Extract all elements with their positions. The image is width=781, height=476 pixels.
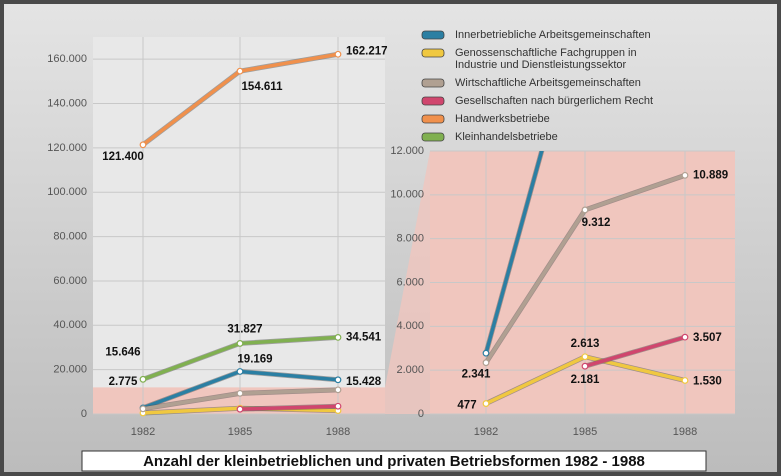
y-tick-label: 10.000 xyxy=(390,189,424,201)
value-label: 9.312 xyxy=(582,217,611,229)
point xyxy=(236,389,244,397)
legend-swatch xyxy=(421,30,445,40)
legend-label: Innerbetriebliche Arbeitsgemeinschaften xyxy=(455,29,651,41)
legend-label: Genossenschaftliche Fachgruppen in Indust… xyxy=(455,47,637,71)
value-label: 15.428 xyxy=(346,376,382,388)
point xyxy=(681,333,689,341)
y-tick-label: 160.000 xyxy=(47,53,87,65)
legend-swatch xyxy=(421,96,445,106)
zoom-connector xyxy=(385,151,430,414)
point xyxy=(236,368,244,375)
x-tick-label: 1988 xyxy=(673,426,697,438)
value-label: 2.613 xyxy=(571,338,600,350)
value-label: 121.400 xyxy=(102,151,144,163)
point xyxy=(236,67,244,75)
x-tick-label: 1985 xyxy=(228,426,252,438)
y-tick-label: 80.000 xyxy=(53,230,87,242)
point xyxy=(334,50,342,58)
y-tick-label: 12.000 xyxy=(390,145,424,157)
series-group xyxy=(482,151,689,407)
y-tick-label: 6.000 xyxy=(396,276,424,288)
y-tick-label: 0 xyxy=(418,408,424,420)
value-label: 15.646 xyxy=(105,346,140,358)
series-line xyxy=(584,335,686,368)
point xyxy=(139,405,147,413)
y-tick-label: 40.000 xyxy=(53,319,87,331)
y-tick-label: 60.000 xyxy=(53,275,87,287)
point xyxy=(236,405,244,413)
value-label: 2.341 xyxy=(462,369,491,381)
value-label: 154.611 xyxy=(242,81,284,93)
point xyxy=(139,141,147,149)
y-tick-label: 2.000 xyxy=(396,364,424,376)
legend-swatch xyxy=(421,114,445,124)
legend-label: Wirtschaftliche Arbeitsgemeinschaften xyxy=(455,77,641,89)
legend-line: Industrie und Dienstleistungssektor xyxy=(455,59,627,71)
y-tick-label: 140.000 xyxy=(47,97,87,109)
value-label: 34.541 xyxy=(346,331,382,343)
y-tick-label: 120.000 xyxy=(47,142,87,154)
point xyxy=(334,402,342,410)
point xyxy=(482,400,490,407)
value-label: 10.889 xyxy=(693,169,728,181)
point xyxy=(334,386,342,394)
y-tick-label: 8.000 xyxy=(396,233,424,245)
point xyxy=(139,375,147,383)
y-tick-label: 4.000 xyxy=(396,320,424,332)
x-tick-label: 1988 xyxy=(326,426,350,438)
point xyxy=(482,349,490,357)
series-line xyxy=(239,404,339,411)
y-tick-label: 0 xyxy=(81,408,87,420)
value-label: 3.507 xyxy=(693,332,722,344)
legend-line: Genossenschaftliche Fachgruppen in xyxy=(455,47,637,59)
value-label: 19.169 xyxy=(237,354,272,366)
value-label: 1.530 xyxy=(693,375,722,387)
value-label: 477 xyxy=(457,400,476,412)
legend-label: Gesellschaften nach bürgerlichem Recht xyxy=(455,95,653,107)
x-tick-label: 1985 xyxy=(573,426,597,438)
point xyxy=(482,359,490,367)
point xyxy=(681,377,689,384)
x-tick-label: 1982 xyxy=(474,426,498,438)
y-tick-label: 100.000 xyxy=(47,186,87,198)
title-box xyxy=(81,450,707,472)
value-label: 2.775 xyxy=(109,376,138,388)
legend-label: Kleinhandelsbetriebe xyxy=(455,131,558,143)
x-tick-label: 1982 xyxy=(131,426,155,438)
point xyxy=(334,376,342,384)
legend-swatch xyxy=(421,48,445,58)
value-label: 162.217 xyxy=(346,45,388,57)
main-plot xyxy=(93,37,385,414)
point xyxy=(581,206,589,214)
point xyxy=(334,334,342,341)
legend-swatch xyxy=(421,78,445,88)
point xyxy=(236,340,244,347)
value-label: 2.181 xyxy=(571,374,600,386)
point xyxy=(581,362,589,370)
legend-label: Handwerksbetriebe xyxy=(455,113,550,125)
legend-swatch xyxy=(421,132,445,142)
point xyxy=(581,353,589,361)
series-group xyxy=(139,50,342,417)
y-tick-label: 20.000 xyxy=(53,364,87,376)
series-line xyxy=(484,151,544,354)
point xyxy=(681,171,689,179)
chart-title: Anzahl der kleinbetrieblichen und privat… xyxy=(143,453,645,470)
value-label: 31.827 xyxy=(227,323,262,335)
